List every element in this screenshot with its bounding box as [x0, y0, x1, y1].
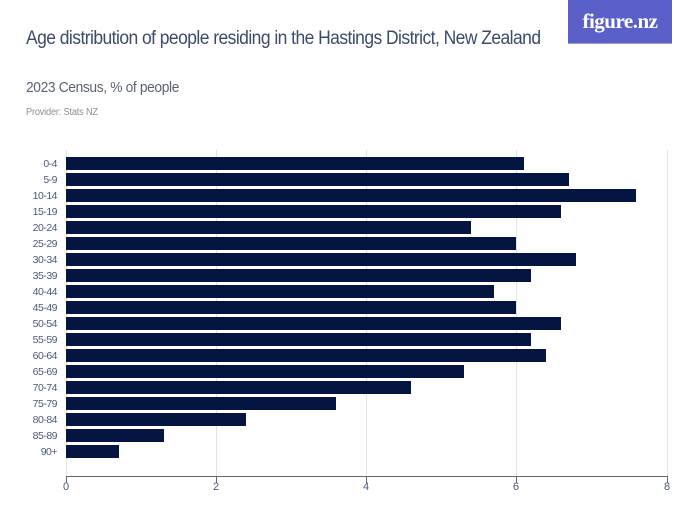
x-axis-tick — [667, 476, 668, 483]
category-label: 25-29 — [32, 237, 58, 250]
category-label: 30-34 — [32, 253, 58, 266]
x-axis — [66, 476, 667, 477]
bar[interactable] — [66, 413, 247, 426]
category-label: 50-54 — [32, 317, 58, 330]
category-label: 45-49 — [32, 301, 58, 314]
bar[interactable] — [66, 253, 577, 266]
logo-text: figure.nz — [582, 9, 658, 33]
bar[interactable] — [66, 285, 494, 298]
category-label: 55-59 — [32, 333, 58, 346]
bar[interactable] — [66, 429, 164, 442]
category-label: 5-9 — [43, 173, 57, 186]
bar[interactable] — [66, 237, 517, 250]
category-label: 10-14 — [32, 189, 58, 202]
x-axis-tick — [516, 476, 517, 483]
bar[interactable] — [66, 205, 562, 218]
bar[interactable] — [66, 397, 337, 410]
category-label: 20-24 — [32, 221, 58, 234]
category-label: 15-19 — [32, 205, 58, 218]
chart-title: Age distribution of people residing in t… — [26, 28, 541, 49]
category-label: 75-79 — [32, 397, 58, 410]
category-label: 65-69 — [32, 365, 58, 378]
category-label: 0-4 — [43, 157, 57, 170]
gridline — [667, 150, 668, 476]
category-label: 80-84 — [32, 413, 58, 426]
x-axis-tick — [66, 476, 67, 483]
x-tick-label: 2 — [212, 481, 220, 493]
category-label: 85-89 — [32, 429, 58, 442]
bar[interactable] — [66, 445, 119, 458]
category-label: 40-44 — [32, 285, 58, 298]
chart-subtitle: 2023 Census, % of people — [26, 79, 180, 96]
bar[interactable] — [66, 173, 569, 186]
category-label: 60-64 — [32, 349, 58, 362]
bar[interactable] — [66, 157, 524, 170]
bar[interactable] — [66, 349, 547, 362]
category-label: 35-39 — [32, 269, 58, 282]
x-tick-label: 0 — [62, 481, 70, 493]
figure-nz-logo[interactable]: figure.nz — [568, 0, 672, 44]
bar[interactable] — [66, 221, 472, 234]
gridline — [516, 150, 517, 476]
bar[interactable] — [66, 189, 637, 202]
provider-label: Provider: Stats NZ — [26, 107, 98, 118]
x-tick-label: 4 — [362, 481, 370, 493]
bar[interactable] — [66, 317, 562, 330]
bar[interactable] — [66, 381, 412, 394]
bar[interactable] — [66, 269, 532, 282]
x-axis-tick — [366, 476, 367, 483]
category-label: 90+ — [40, 445, 58, 458]
x-tick-label: 6 — [512, 481, 520, 493]
bar[interactable] — [66, 333, 532, 346]
x-axis-tick — [216, 476, 217, 483]
x-tick-label: 8 — [663, 481, 671, 493]
bar[interactable] — [66, 301, 517, 314]
bar[interactable] — [66, 365, 464, 378]
category-label: 70-74 — [32, 381, 58, 394]
